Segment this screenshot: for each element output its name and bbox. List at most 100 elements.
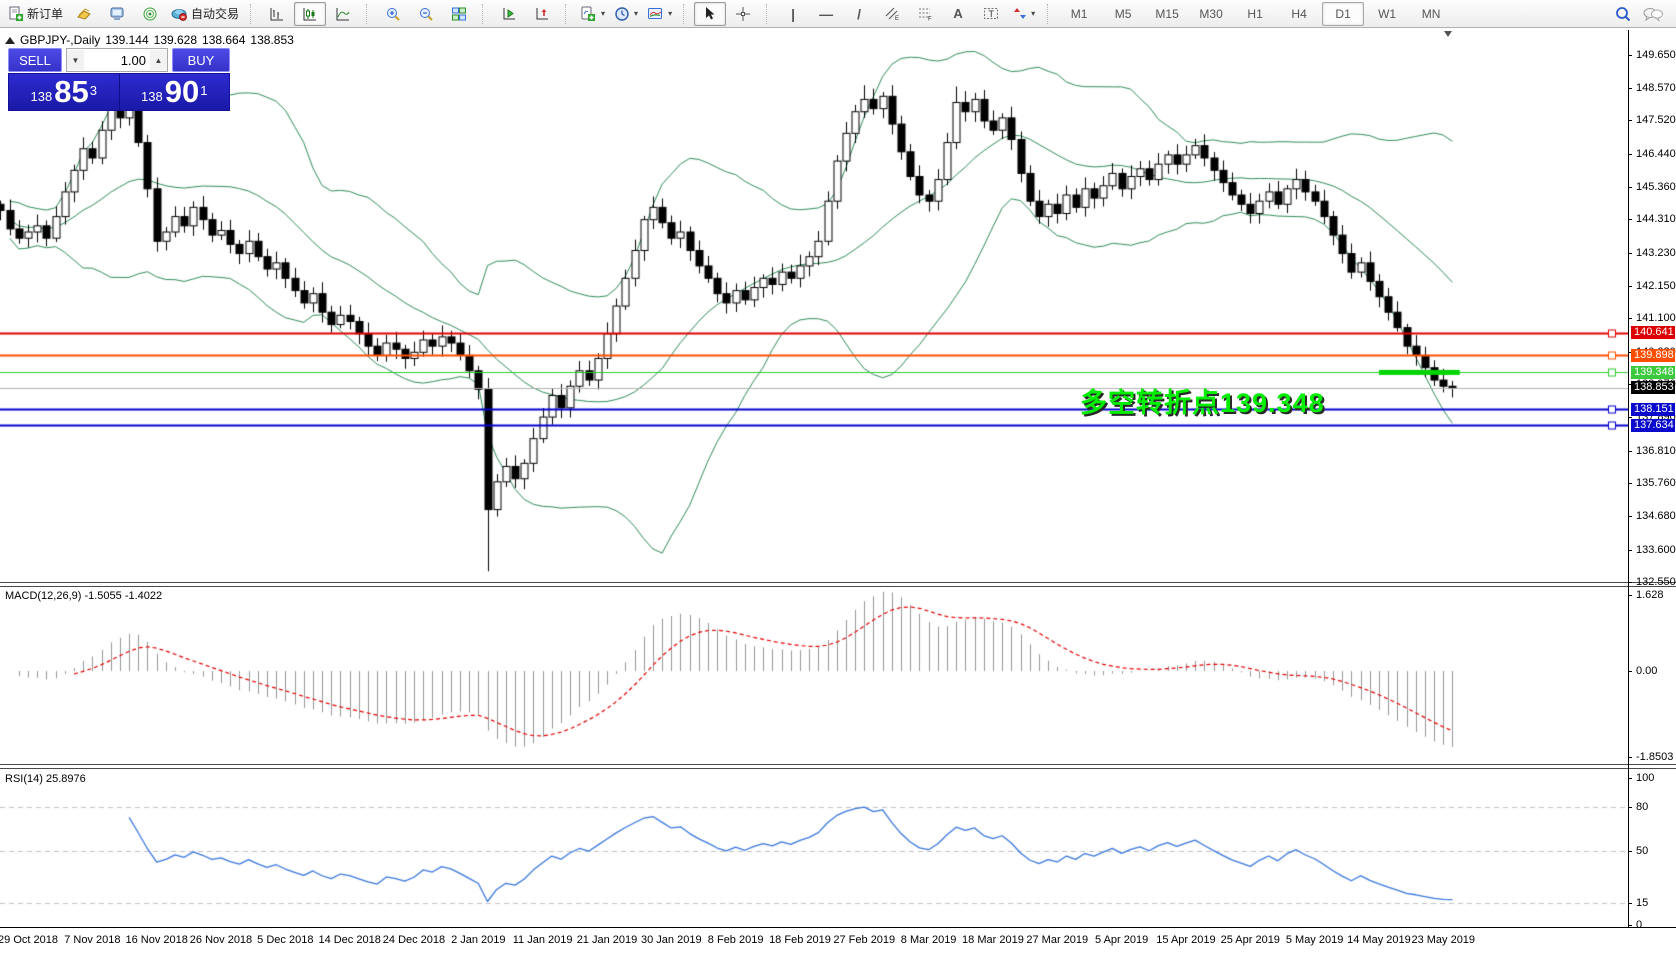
timeframe-h4-button[interactable]: H4: [1291, 6, 1307, 21]
chart-shift-icon: [534, 6, 550, 22]
svg-text:F: F: [928, 17, 932, 22]
axis-tick-label: 136.810: [1628, 445, 1676, 458]
line-chart-button[interactable]: [327, 2, 359, 26]
timeframe-m15-button[interactable]: M15: [1155, 6, 1179, 21]
text-label-button[interactable]: T: [975, 2, 1007, 26]
tile-windows-button[interactable]: [443, 2, 475, 26]
bar-low-value: 138.664: [202, 33, 246, 47]
trendline-icon: /: [857, 5, 862, 22]
vertical-line-button[interactable]: |: [777, 2, 809, 26]
horizontal-line-icon: —: [819, 5, 834, 22]
timeframe-w1-button[interactable]: W1: [1378, 6, 1397, 21]
price-chart-canvas[interactable]: [0, 30, 1628, 583]
date-axis-label: 30 Jan 2019: [641, 934, 702, 946]
timeframe-h1-button[interactable]: H1: [1247, 6, 1263, 21]
timeframe-m1-button[interactable]: M1: [1070, 6, 1088, 21]
date-axis-label: 23 May 2019: [1411, 934, 1476, 946]
buy-price-sup: 1: [200, 83, 208, 98]
price-line-label: 137.634: [1631, 418, 1675, 432]
sell-button[interactable]: SELL: [8, 48, 62, 72]
dropdown-caret-icon: ▾: [1031, 9, 1036, 18]
chart-title-bar: GBPJPY-,Daily 139.144 139.628 138.664 13…: [5, 33, 294, 47]
signals-icon: [142, 6, 159, 22]
vertical-line-icon: |: [791, 5, 796, 22]
templates-button[interactable]: ▾: [643, 2, 676, 26]
date-axis-label: 15 Apr 2019: [1156, 934, 1216, 946]
arrows-button[interactable]: ▾: [1008, 2, 1040, 26]
date-axis-label: 21 Jan 2019: [576, 934, 638, 946]
axis-tick-label: 142.150: [1628, 280, 1676, 293]
one-click-trading-panel: SELL ▼ ▲ BUY 138 85 3 138 90 1: [8, 48, 230, 112]
trendline-button[interactable]: /: [843, 2, 875, 26]
current-price-label: 138.853: [1631, 381, 1675, 395]
channel-icon: E: [884, 6, 900, 21]
periods-icon: [614, 6, 630, 22]
signals-button[interactable]: [134, 2, 166, 26]
candlestick-chart-button[interactable]: [294, 1, 327, 26]
timeframe-d1-button[interactable]: D1: [1322, 1, 1365, 26]
terminal-panel-icon: [109, 6, 126, 22]
pane-splitter[interactable]: [0, 764, 1676, 769]
new-order-button[interactable]: 新订单: [4, 2, 67, 26]
date-axis-label: 18 Feb 2019: [769, 934, 831, 946]
date-axis-label: 8 Feb 2019: [707, 934, 764, 946]
text-button[interactable]: A: [942, 2, 974, 26]
channel-button[interactable]: E: [876, 2, 908, 26]
bar-open-value: 139.144: [105, 33, 149, 47]
horizontal-line-button[interactable]: —: [810, 2, 842, 26]
date-axis-label: 26 Nov 2018: [189, 934, 253, 946]
text-icon: A: [953, 6, 963, 21]
tile-windows-icon: [451, 6, 467, 22]
indicators-button[interactable]: ▾: [576, 2, 609, 26]
profiles-button[interactable]: [68, 2, 100, 26]
timeframe-m30-button[interactable]: M30: [1199, 6, 1223, 21]
macd-indicator-canvas[interactable]: [0, 585, 1628, 765]
volume-increase-button[interactable]: ▲: [150, 50, 167, 70]
crosshair-button[interactable]: [727, 2, 759, 26]
terminal-panel-button[interactable]: [101, 2, 133, 26]
toolbar-separator: [1047, 3, 1053, 24]
symbol-marker-icon: [5, 36, 15, 44]
buy-button[interactable]: BUY: [172, 48, 230, 72]
fibonacci-icon: F: [917, 6, 933, 21]
rsi-indicator-canvas[interactable]: [0, 768, 1628, 927]
svg-text:E: E: [895, 16, 899, 21]
volume-input[interactable]: [84, 50, 150, 70]
sell-price-display[interactable]: 138 85 3: [9, 74, 120, 110]
zoom-in-icon: [385, 6, 402, 22]
zoom-in-button[interactable]: [377, 2, 409, 26]
axis-tick-label: 133.600: [1628, 544, 1676, 557]
price-axis[interactable]: 149.650 148.570 147.520 146.440 145.360 144.3…: [1628, 30, 1676, 931]
bar-high-value: 139.628: [153, 33, 198, 47]
axis-tick-label: 134.680: [1628, 510, 1676, 523]
toolbar: 新订单 自动交易 ▾ ▾ ▾ | — / E F A T ▾: [0, 0, 1676, 28]
timeframe-mn-button[interactable]: MN: [1421, 6, 1441, 21]
sell-price-main: 85: [54, 74, 89, 109]
zoom-out-button[interactable]: [410, 2, 442, 26]
cursor-button[interactable]: [694, 1, 727, 26]
buy-price-display[interactable]: 138 90 1: [120, 74, 230, 110]
chart-symbol-title: GBPJPY-,Daily: [20, 33, 101, 47]
chart-shift-button[interactable]: [526, 2, 558, 26]
autotrading-label: 自动交易: [191, 7, 240, 21]
macd-label: MACD(12,26,9) -1.5055 -1.4022: [5, 590, 163, 602]
toolbar-separator: [250, 3, 256, 24]
date-axis-label: 5 Dec 2018: [257, 934, 314, 946]
auto-scroll-button[interactable]: [493, 2, 525, 26]
date-axis-label: 27 Feb 2019: [833, 934, 896, 946]
bar-chart-button[interactable]: [261, 2, 293, 26]
search-icon[interactable]: [1614, 5, 1632, 23]
new-order-label: 新订单: [27, 7, 64, 21]
price-quote-panel: 138 85 3 138 90 1: [8, 73, 230, 111]
autotrading-button[interactable]: 自动交易: [167, 2, 243, 26]
periods-button[interactable]: ▾: [610, 2, 642, 26]
chart-shift-marker[interactable]: [1444, 31, 1452, 37]
chat-icon[interactable]: [1642, 6, 1664, 22]
timeframe-m5-button[interactable]: M5: [1114, 6, 1132, 21]
fibonacci-button[interactable]: F: [909, 2, 941, 26]
toolbar-separator: [482, 3, 488, 24]
bar-close-value: 138.853: [250, 33, 294, 47]
pane-splitter[interactable]: [0, 582, 1676, 587]
dropdown-caret-icon: ▾: [601, 9, 606, 18]
volume-decrease-button[interactable]: ▼: [67, 50, 84, 70]
